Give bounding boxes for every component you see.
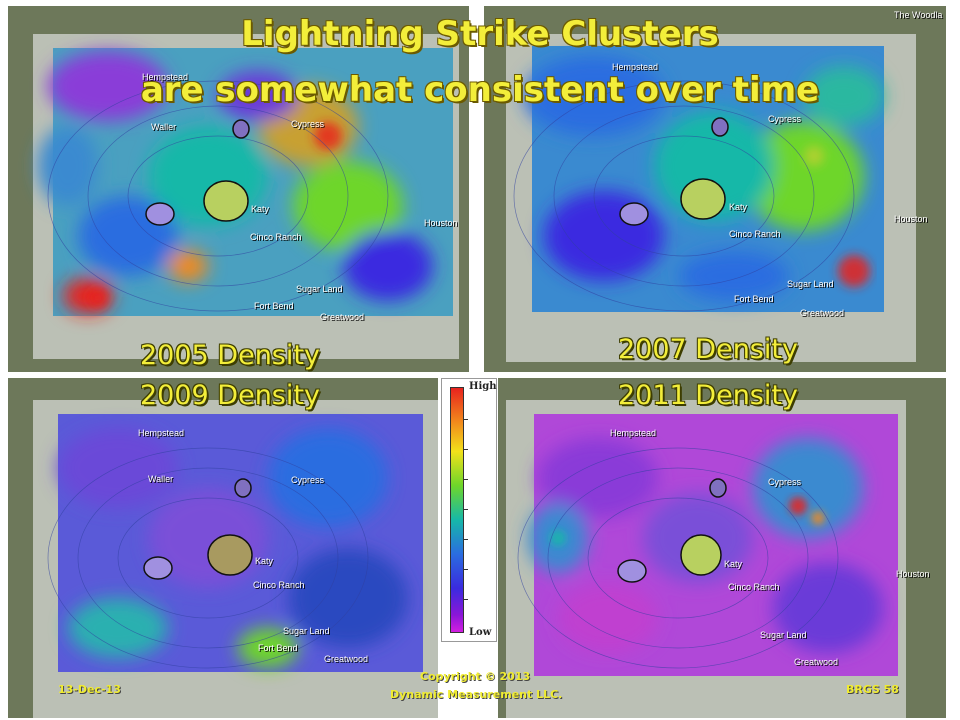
city-label-cypress: Cypress <box>768 114 802 124</box>
city-label-sugar-land: Sugar Land <box>296 284 343 294</box>
city-label-cinco-ranch: Cinco Ranch <box>728 582 780 592</box>
city-label-houston: Houston <box>894 214 928 224</box>
city-label-greatwood: Greatwood <box>320 312 365 322</box>
city-label-katy: Katy <box>251 204 270 214</box>
city-label-katy: Katy <box>255 556 274 566</box>
density-map-2007 <box>484 6 946 372</box>
city-label-sugar-land: Sugar Land <box>787 279 834 289</box>
city-label-hempstead: Hempstead <box>142 72 189 82</box>
city-label-fort-bend: Fort Bend <box>254 301 294 311</box>
density-color-legend: High Low <box>441 378 497 642</box>
copyright-line-2: Dynamic Measurement LLC. <box>390 688 563 701</box>
city-label-cinco-ranch: Cinco Ranch <box>253 580 305 590</box>
city-label-fort-bend: Fort Bend <box>734 294 774 304</box>
city-label-houston: Houston <box>424 218 458 228</box>
city-label-greatwood: Greatwood <box>800 308 845 318</box>
panel-label-2005: 2005 Density <box>140 340 320 371</box>
city-label-cinco-ranch: Cinco Ranch <box>250 232 302 242</box>
legend-low-label: Low <box>469 627 492 638</box>
city-label-cypress: Cypress <box>291 475 325 485</box>
density-map-2009 <box>8 378 438 718</box>
legend-color-ramp <box>450 387 464 633</box>
panel-label-2009: 2009 Density <box>140 380 320 411</box>
slide-title-line-1: Lightning Strike Clusters <box>241 14 719 54</box>
city-label-cinco-ranch: Cinco Ranch <box>729 229 781 239</box>
map-panel-2009: Hempstead Waller Cypress Katy Cinco Ranc… <box>8 378 438 718</box>
panel-label-2011: 2011 Density <box>618 380 798 411</box>
city-label-hempstead: Hempstead <box>138 428 185 438</box>
density-map-2005 <box>8 6 469 372</box>
city-label-fort-bend: Fort Bend <box>258 643 298 653</box>
density-map-2011 <box>498 378 946 718</box>
city-label-woodlands: The Woodla <box>894 10 943 20</box>
city-label-katy: Katy <box>724 559 743 569</box>
city-label-greatwood: Greatwood <box>324 654 369 664</box>
map-panel-2005: Hempstead Waller Cypress Katy Cinco Ranc… <box>8 6 469 372</box>
city-label-hempstead: Hempstead <box>612 62 659 72</box>
map-panel-2007: The Woodla Hempstead Cypress Katy Cinco … <box>484 6 946 372</box>
slide-date: 13-Dec-13 <box>58 683 121 696</box>
slide-title-line-2: are somewhat consistent over time <box>140 70 820 110</box>
copyright-line-1: Copyright © 2013 <box>420 670 531 683</box>
city-label-waller: Waller <box>148 474 174 484</box>
city-label-greatwood: Greatwood <box>794 657 839 667</box>
city-label-sugar-land: Sugar Land <box>283 626 330 636</box>
city-label-hempstead: Hempstead <box>610 428 657 438</box>
city-label-houston: Houston <box>896 569 930 579</box>
panel-label-2007: 2007 Density <box>618 334 798 365</box>
city-label-cypress: Cypress <box>291 119 325 129</box>
slide-reference: BRGS 58 <box>846 683 899 696</box>
city-label-waller: Waller <box>151 122 177 132</box>
legend-high-label: High <box>469 381 497 392</box>
map-panel-2011: Hempstead Cypress Katy Cinco Ranch Sugar… <box>498 378 946 718</box>
city-label-katy: Katy <box>729 202 748 212</box>
city-label-sugar-land: Sugar Land <box>760 630 807 640</box>
city-label-cypress: Cypress <box>768 477 802 487</box>
